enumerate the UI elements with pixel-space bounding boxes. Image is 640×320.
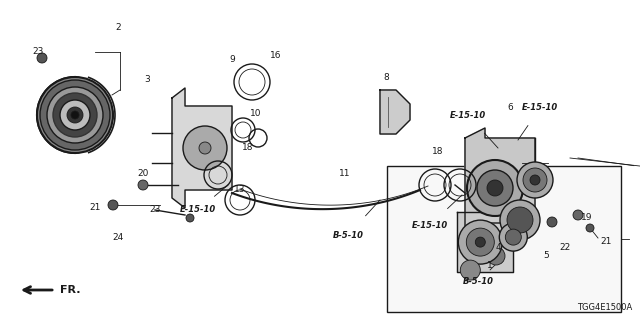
Circle shape <box>573 210 583 220</box>
Circle shape <box>460 260 480 280</box>
Text: 6: 6 <box>507 102 513 111</box>
Circle shape <box>37 77 113 153</box>
Text: 11: 11 <box>339 169 351 178</box>
Text: 18: 18 <box>243 143 253 153</box>
Text: 10: 10 <box>250 108 262 117</box>
Circle shape <box>517 162 553 198</box>
Circle shape <box>523 168 547 192</box>
Circle shape <box>487 247 505 265</box>
Text: 21: 21 <box>90 203 100 212</box>
Circle shape <box>586 224 594 232</box>
Circle shape <box>507 207 533 233</box>
Text: E-15-10: E-15-10 <box>412 220 448 229</box>
Text: 5: 5 <box>543 252 549 260</box>
Text: 13: 13 <box>234 186 246 195</box>
Text: 3: 3 <box>144 76 150 84</box>
Circle shape <box>40 80 110 150</box>
Circle shape <box>53 93 97 137</box>
Circle shape <box>506 229 522 245</box>
Circle shape <box>476 237 485 247</box>
Text: FR.: FR. <box>60 285 81 295</box>
Circle shape <box>47 87 103 143</box>
Circle shape <box>183 126 227 170</box>
Circle shape <box>487 180 503 196</box>
Text: 8: 8 <box>383 74 389 83</box>
Polygon shape <box>458 212 513 272</box>
Circle shape <box>500 200 540 240</box>
Circle shape <box>547 217 557 227</box>
Text: E-15-10: E-15-10 <box>522 103 558 113</box>
Circle shape <box>71 111 79 119</box>
Text: B-5-10: B-5-10 <box>333 230 364 239</box>
Circle shape <box>467 160 523 216</box>
Bar <box>387 166 621 312</box>
Text: 4: 4 <box>495 244 501 252</box>
Circle shape <box>467 228 494 256</box>
Circle shape <box>108 200 118 210</box>
Circle shape <box>458 220 502 264</box>
Circle shape <box>186 214 194 222</box>
Text: 21: 21 <box>600 237 612 246</box>
Circle shape <box>530 175 540 185</box>
Text: 2: 2 <box>115 23 121 33</box>
Text: 23: 23 <box>32 47 44 57</box>
Text: 19: 19 <box>581 213 593 222</box>
Text: 24: 24 <box>113 234 124 243</box>
Text: 1: 1 <box>487 260 493 269</box>
Text: 22: 22 <box>559 244 571 252</box>
Text: 16: 16 <box>270 52 282 60</box>
Text: B-5-10: B-5-10 <box>463 277 493 286</box>
Circle shape <box>138 180 148 190</box>
Circle shape <box>37 53 47 63</box>
Text: 23: 23 <box>149 205 161 214</box>
Circle shape <box>199 142 211 154</box>
Polygon shape <box>465 128 535 243</box>
Polygon shape <box>380 90 410 134</box>
Text: TGG4E1500A: TGG4E1500A <box>577 303 632 312</box>
Text: 9: 9 <box>229 55 235 65</box>
Circle shape <box>477 170 513 206</box>
Text: 20: 20 <box>138 169 148 178</box>
Text: E-15-10: E-15-10 <box>450 110 486 119</box>
Text: 18: 18 <box>432 148 444 156</box>
Circle shape <box>60 100 90 130</box>
Polygon shape <box>172 88 232 208</box>
Text: E-15-10: E-15-10 <box>180 205 216 214</box>
Circle shape <box>67 107 83 123</box>
Circle shape <box>499 223 527 251</box>
